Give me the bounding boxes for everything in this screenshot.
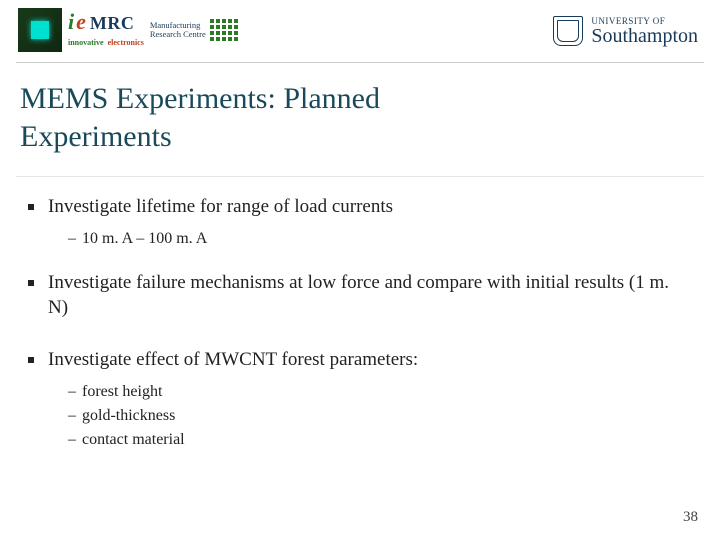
bullet-2-text: Investigate failure mechanisms at low fo… bbox=[48, 270, 692, 321]
dash-icon: – bbox=[68, 230, 82, 248]
page-number: 38 bbox=[683, 509, 698, 526]
bullet-3: Investigate effect of MWCNT forest param… bbox=[28, 347, 692, 373]
dash-icon: – bbox=[68, 407, 82, 425]
title-divider bbox=[16, 176, 704, 177]
southampton-logo: UNIVERSITY OF Southampton bbox=[553, 16, 698, 46]
dash-icon: – bbox=[68, 383, 82, 401]
bullet-1-sub-1-text: 10 m. A – 100 m. A bbox=[82, 230, 207, 248]
logo-i: i bbox=[68, 11, 74, 33]
logo-mrc: MRC bbox=[90, 14, 135, 32]
bullet-3-sub-1-text: forest height bbox=[82, 383, 162, 401]
bullet-3-sub-3: – contact material bbox=[68, 431, 692, 449]
bullet-dot-icon bbox=[28, 204, 34, 210]
mfg-line2: Research Centre bbox=[150, 30, 206, 39]
mfg-text: Manufacturing Research Centre bbox=[150, 21, 206, 40]
bullet-dot-icon bbox=[28, 280, 34, 286]
bullet-1: Investigate lifetime for range of load c… bbox=[28, 194, 692, 220]
bullet-dot-icon bbox=[28, 357, 34, 363]
chip-icon bbox=[18, 8, 62, 52]
bullet-1-sub-1: – 10 m. A – 100 m. A bbox=[68, 230, 692, 248]
slide-title: MEMS Experiments: Planned Experiments bbox=[20, 80, 700, 155]
logo-sub-electronics: electronics bbox=[108, 38, 144, 47]
header-divider bbox=[16, 62, 704, 63]
title-line2: Experiments bbox=[20, 120, 172, 153]
uni-big-text: Southampton bbox=[591, 26, 698, 46]
slide-content: Investigate lifetime for range of load c… bbox=[28, 194, 692, 455]
bullet-3-sub-2: – gold-thickness bbox=[68, 407, 692, 425]
logo-e: e bbox=[76, 11, 86, 33]
dash-icon: – bbox=[68, 431, 82, 449]
bullet-3-sub-2-text: gold-thickness bbox=[82, 407, 175, 425]
bullet-3-sub-3-text: contact material bbox=[82, 431, 185, 449]
slide-header: ieMRC innovative electronics Manufacturi… bbox=[0, 0, 720, 70]
dots-icon bbox=[210, 19, 238, 41]
bullet-3-sub-1: – forest height bbox=[68, 383, 692, 401]
bullet-3-text: Investigate effect of MWCNT forest param… bbox=[48, 347, 692, 373]
logo-sub-innovative: innovative bbox=[68, 38, 104, 47]
title-line1: MEMS Experiments: Planned bbox=[20, 82, 380, 115]
bullet-1-text: Investigate lifetime for range of load c… bbox=[48, 194, 692, 220]
crest-icon bbox=[553, 16, 583, 46]
bullet-2: Investigate failure mechanisms at low fo… bbox=[28, 270, 692, 321]
iemrc-text: ieMRC innovative electronics bbox=[68, 11, 144, 49]
iemrc-logo: ieMRC innovative electronics Manufacturi… bbox=[18, 8, 238, 52]
